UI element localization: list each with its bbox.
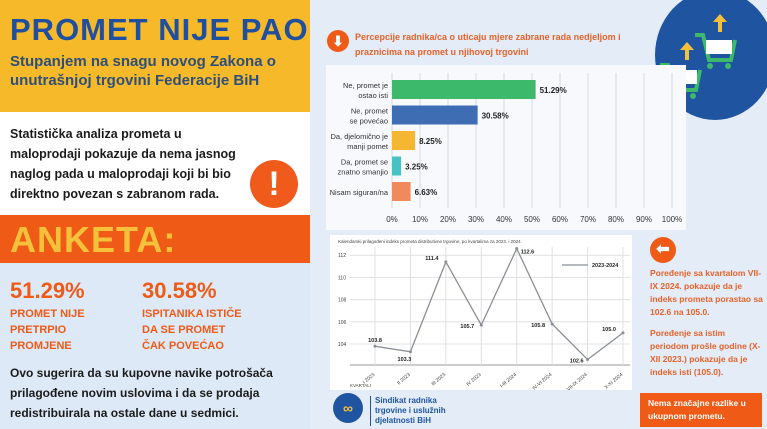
stat-line: PROMET NIJE — [10, 308, 85, 320]
data-label: 112.6 — [521, 250, 534, 256]
category-label: ostao isti — [358, 91, 388, 100]
bar-chart: 0% 10% 20% 30% 40% 50% 60% 70% 80% 90% 100% Ne, pro… — [330, 73, 682, 224]
x-tick-label: 70% — [580, 215, 596, 224]
value-label: 30.58% — [482, 112, 509, 121]
data-point — [373, 344, 377, 348]
stat-value: 51.29% — [10, 278, 85, 303]
logo-line: djelatnosti BiH — [375, 416, 432, 425]
category-label: Ne, promet — [351, 107, 389, 116]
legend-label: 2023-2024 — [592, 263, 619, 269]
x-tick-label: II 2023 — [396, 372, 412, 387]
value-label: 6.63% — [415, 188, 438, 197]
anketa-band — [0, 215, 310, 263]
category-label: manji pomet — [347, 142, 389, 151]
anketa-title: ANKETA: — [10, 219, 177, 260]
header-panel — [0, 0, 310, 112]
y-tick-label: 110 — [338, 275, 346, 281]
x-tick-label: IV 2023 — [466, 372, 483, 388]
x-tick-label: IV-VI 2024 — [532, 372, 554, 390]
data-label: 102.6 — [570, 359, 584, 365]
x-tick-label: 60% — [552, 215, 568, 224]
bar — [392, 156, 402, 176]
anketa-panel — [0, 263, 310, 429]
x-tick-label: 40% — [496, 215, 512, 224]
x-axis-label: KVARTALI — [350, 383, 371, 388]
category-label: se povećao — [350, 117, 388, 126]
category-label: znatno smanjio — [338, 168, 388, 177]
x-tick-label: 10% — [412, 215, 428, 224]
line-chart: Kalendarski prilagođeni indeks prometa d… — [338, 239, 630, 390]
data-point — [479, 323, 483, 327]
value-label: 3.25% — [405, 163, 428, 172]
union-logo: ∞ — [333, 393, 363, 423]
bar-chart-title: Percepcije radnika/ca o uticaju mjere za… — [355, 32, 621, 57]
exclamation-icon: ! — [250, 160, 298, 208]
stat-value: 30.58% — [142, 278, 217, 303]
note-box: Nema značajne razlike u ukupnom prometu. — [640, 393, 762, 427]
x-tick-label: III 2023 — [431, 372, 448, 387]
x-tick-label: 20% — [440, 215, 456, 224]
x-tick-label: 80% — [608, 215, 624, 224]
x-tick-label: 0% — [386, 215, 398, 224]
x-tick-label: 30% — [468, 215, 484, 224]
data-label: 105.0 — [602, 327, 616, 333]
data-label: 103.3 — [398, 357, 412, 363]
data-point — [621, 331, 625, 335]
y-tick-label: 112 — [338, 253, 346, 259]
logo-line: trgovine i uslužnih — [375, 406, 446, 415]
series-line — [374, 247, 624, 361]
data-label: 105.8 — [531, 323, 545, 329]
down-arrow-icon: ⬇ — [327, 30, 349, 52]
category-label: Nisam siguran/na — [330, 188, 389, 197]
stat-1: 51.29% PROMET NIJE PRETRPIO PROMJENE — [10, 278, 85, 354]
stat-2: 30.58% ISPITANIKA ISTIČE DA SE PROMET ČAK … — [142, 278, 242, 354]
data-label: 103.8 — [368, 338, 382, 344]
x-tick-label: VII-IX 2024 — [566, 372, 589, 390]
line-chart-title: Kalendarski prilagođeni indeks prometa d… — [338, 239, 522, 244]
stat-line: PROMJENE — [10, 340, 72, 352]
category-label: Ne, promet je — [343, 81, 388, 90]
data-point — [408, 350, 412, 354]
bar — [392, 80, 536, 99]
intro-text: Statistička analiza prometa u maloprodaj… — [10, 127, 236, 201]
page-subtitle: Stupanjem na snagu novog Zakona o unutra… — [10, 53, 276, 89]
stat-line: ISPITANIKA ISTIČE — [142, 308, 242, 320]
y-tick-label: 104 — [338, 342, 347, 348]
comparison-2: Poređenje sa istim periodom prošle godin… — [650, 328, 761, 377]
category-label: Da, promet se — [341, 158, 388, 167]
value-label: 51.29% — [540, 86, 567, 95]
value-label: 8.25% — [419, 137, 442, 146]
data-label: 111.4 — [425, 256, 439, 262]
stat-line: ČAK POVEĆAO — [142, 340, 224, 352]
union-name: Sindikat radnika trgovine i uslužnih djela… — [370, 396, 446, 426]
page-title: PROMET NIJE PAO — [10, 12, 309, 47]
bar — [392, 182, 411, 201]
bar — [392, 105, 478, 125]
stat-line: PRETRPIO — [10, 324, 67, 336]
comparison-1: Poređenje sa kvartalom VII-IX 2024. poka… — [650, 268, 763, 317]
data-point — [515, 247, 519, 251]
comparison-text: Poređenje sa kvartalom VII-IX 2024. poka… — [650, 267, 766, 379]
logo-line: Sindikat radnika — [375, 396, 437, 405]
y-tick-label: 106 — [338, 320, 347, 326]
x-tick-label: 90% — [636, 215, 652, 224]
data-point — [550, 322, 554, 326]
x-tick-label: 50% — [524, 215, 540, 224]
bar — [392, 131, 416, 150]
data-point — [586, 358, 590, 362]
conclusion-text: Ovo sugerira da su kupovne navike potroš… — [10, 366, 273, 420]
y-tick-label: 108 — [338, 298, 347, 304]
data-label: 105.7 — [460, 324, 474, 330]
stat-line: DA SE PROMET — [142, 324, 226, 336]
x-tick-label: 100% — [662, 215, 682, 224]
x-tick-label: I-III 2024 — [499, 372, 518, 389]
category-label: Da, djelomično je — [330, 132, 388, 141]
x-tick-label: X-XI 2024 — [603, 372, 624, 390]
data-point — [444, 260, 448, 264]
left-arrow-icon: ⬅ — [650, 237, 676, 263]
